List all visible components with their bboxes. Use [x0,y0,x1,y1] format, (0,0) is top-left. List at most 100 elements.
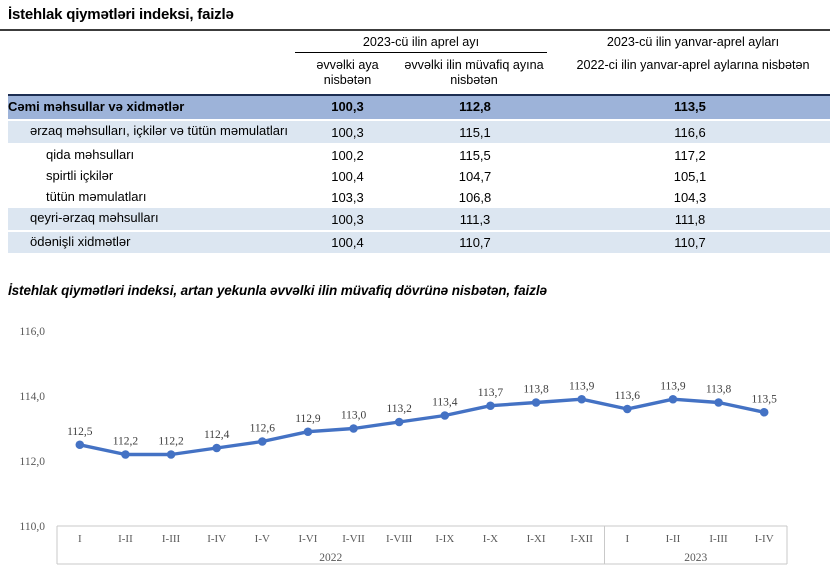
row-value: 110,7 [674,234,706,250]
x-axis-category-label: I [78,533,82,545]
series-point-label: 113,8 [523,384,549,396]
series-point-marker [531,398,541,407]
x-axis-year-label: 2023 [684,552,707,564]
row-value: 100,3 [331,98,364,114]
row-label: qida məhsulları [46,146,135,162]
x-axis-category-label: I-II [118,533,133,545]
x-axis-category-label: I-IV [755,533,774,545]
x-axis-category-label: I-XI [527,533,546,545]
column-group-april-2023: 2023-cü ilin aprel ayı [295,35,547,53]
column-header-cumulative-line1: 2023-cü ilin yanvar-aprel ayları [606,35,780,49]
series-point-label: 113,8 [706,384,732,396]
row-value: 111,3 [459,211,491,227]
row-label: ödənişli xidmətlər [30,233,131,249]
series-point-label: 113,9 [569,380,595,392]
x-axis-category-label: I-III [162,533,181,545]
row-value: 112,8 [459,98,491,114]
x-axis-year-label: 2022 [319,552,342,564]
row-value: 100,3 [331,124,364,140]
row-label: ərzaq məhsulları, içkilər və tütün məmul… [30,123,288,139]
column-header-prev-year-month: əvvəlki ilin müvafiq ayına nisbətən [404,58,544,87]
series-point-label: 113,6 [615,390,641,402]
title-rule [0,29,830,31]
table-row: ödənişli xidmətlər 100,4 110,7 110,7 [8,231,830,255]
row-label: qeyri-ərzaq məhsulları [30,210,159,226]
row-value: 115,1 [459,124,491,140]
table-row-total: Cəmi məhsullar və xidmətlər 100,3 112,8 … [8,96,830,122]
series-point-marker [440,411,450,420]
row-value: 100,3 [331,211,364,227]
cpi-table: Cəmi məhsullar və xidmətlər 100,3 112,8 … [8,94,830,255]
x-axis-category-label: I-XII [570,533,593,545]
row-value: 117,2 [674,147,706,163]
table-row: spirtli içkilər 100,4 104,7 105,1 [8,165,830,187]
row-label: Cəmi məhsullar və xidmətlər [8,99,185,114]
y-axis-tick-label: 110,0 [20,521,46,533]
series-point-marker [75,440,85,450]
x-axis-category-label: I-IV [207,533,226,545]
series-point-label: 113,5 [751,393,777,405]
series-point-label: 112,2 [113,436,139,448]
series-point-label: 113,9 [660,380,686,392]
page-title: İstehlak qiymətləri indeksi, faizlə [8,6,234,23]
table-row: ərzaq məhsulları, içkilər və tütün məmul… [8,121,830,145]
row-value: 104,7 [458,169,492,184]
x-axis-category-label: I-X [483,533,498,545]
series-point-label: 113,0 [341,410,367,422]
series-point-marker [166,450,176,459]
series-point-marker [394,417,404,427]
series-point-marker [668,394,678,404]
cpi-table-header: 2023-cü ilin aprel ayı əvvəlki aya nisbə… [0,32,830,94]
table-row: qeyri-ərzaq məhsulları 100,3 111,3 111,8 [8,208,830,232]
row-value: 100,4 [331,234,364,250]
row-label: tütün məmulatları [46,189,147,204]
x-axis-category-label: I-VII [342,533,365,545]
series-point-marker [258,437,267,446]
series-point-marker [623,404,632,414]
row-value: 115,5 [459,147,491,163]
row-value: 100,2 [331,147,364,163]
row-value: 103,3 [331,190,364,206]
table-row: tütün məmulatları 103,3 106,8 104,3 [8,187,830,209]
row-value: 110,7 [459,234,491,250]
row-value: 111,8 [674,211,706,227]
series-point-marker [486,401,495,411]
series-point-label: 113,7 [478,387,504,399]
series-point-marker [759,407,769,417]
column-header-cumulative-line2: 2022-ci ilin yanvar-aprel aylarına nisbə… [576,58,810,72]
series-point-marker [577,394,586,404]
x-axis-category-label: I [625,533,629,545]
series-point-label: 112,4 [204,429,230,441]
x-axis-category-label: I-VI [298,533,317,545]
series-point-marker [121,450,130,459]
x-axis-category-label: I-VIII [386,533,413,545]
row-value: 104,3 [673,190,707,206]
x-axis-category-label: I-III [709,533,728,545]
x-axis-category-label: I-IX [435,533,454,545]
series-point-marker [349,424,358,433]
y-axis-tick-label: 114,0 [20,391,46,403]
series-point-label: 113,4 [432,397,458,409]
table-row: qida məhsulları 100,2 115,5 117,2 [8,144,830,166]
series-point-label: 112,2 [158,436,184,448]
row-value: 106,8 [458,190,492,206]
column-header-prev-month: əvvəlki aya nisbətən [316,58,379,87]
y-axis-tick-label: 112,0 [20,456,46,468]
chart-title: İstehlak qiymətləri indeksi, artan yekun… [8,283,547,298]
row-value: 105,1 [673,169,707,184]
x-axis-category-label: I-II [666,533,681,545]
series-point-marker [714,398,723,407]
series-point-label: 112,6 [250,423,276,435]
series-point-label: 112,9 [295,413,321,425]
x-axis-category-label: I-V [255,533,270,545]
series-point-marker [212,443,221,453]
series-point-label: 112,5 [67,426,93,438]
series-line [78,397,766,457]
y-axis-tick-label: 116,0 [20,326,46,338]
series-point-label: 113,2 [386,403,412,415]
row-value: 116,6 [674,124,706,140]
series-point-marker [303,427,313,437]
row-label: spirtli içkilər [46,167,114,183]
row-value: 100,4 [331,169,364,184]
